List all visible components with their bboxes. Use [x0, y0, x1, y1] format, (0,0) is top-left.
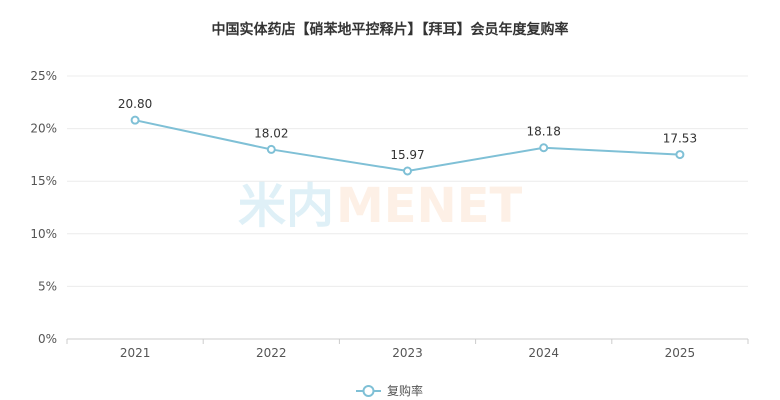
legend: 复购率 [356, 383, 423, 398]
series-line [134, 119, 680, 173]
data-point [675, 150, 685, 160]
y-tick-label: 20% [30, 122, 57, 136]
y-tick-label: 25% [30, 69, 57, 83]
watermark-right-text: MENET [336, 178, 523, 234]
data-point [403, 166, 412, 176]
data-label: 18.02 [254, 126, 288, 140]
data-point [266, 144, 276, 154]
y-tick-label: 15% [30, 174, 57, 188]
y-tick-label: 10% [30, 227, 57, 241]
data-label: 15.97 [390, 148, 424, 162]
y-tick-label: 5% [38, 279, 57, 293]
watermark-left-text: 米内 [238, 178, 334, 234]
legend-marker [362, 385, 375, 397]
x-tick-label: 2022 [256, 346, 287, 360]
x-tick-label: 2021 [120, 346, 151, 360]
y-tick-label: 0% [38, 332, 57, 346]
data-label: 18.18 [527, 125, 561, 139]
x-tick-label: 2024 [528, 346, 559, 360]
data-point [539, 143, 549, 153]
legend-label: 复购率 [387, 383, 423, 398]
x-tick-label: 2023 [392, 346, 423, 360]
data-label: 17.53 [663, 132, 697, 146]
x-tick-label: 2025 [665, 346, 696, 360]
data-point [130, 115, 140, 125]
chart-title: 中国实体药店【硝苯地平控释片】【拜耳】会员年度复购率 [211, 22, 569, 38]
watermark: 米内 MENET [238, 178, 523, 234]
data-label: 20.80 [118, 97, 152, 111]
